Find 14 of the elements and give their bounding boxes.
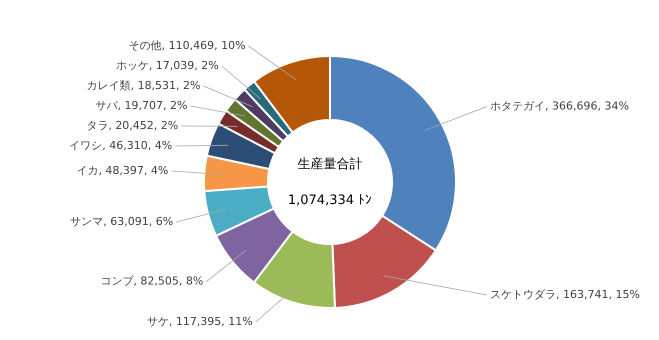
slice-label: ホッケ, 17,039, 2% <box>116 59 219 72</box>
slice-label: タラ, 20,452, 2% <box>86 119 178 132</box>
slice-label: ホタテガイ, 366,696, 34% <box>490 99 629 112</box>
text: 生産量合計 <box>298 156 362 172</box>
slice-label: スケトウダラ, 163,741, 15% <box>490 288 640 301</box>
slice-label: カレイ類, 18,531, 2% <box>86 79 201 92</box>
slice-label: イワシ, 46,310, 4% <box>69 139 172 152</box>
slice-label: その他, 110,469, 10% <box>128 39 246 52</box>
slice-label: サンマ, 63,091, 6% <box>70 215 174 228</box>
slice-label: イカ, 48,397, 4% <box>76 164 168 178</box>
slice-label: コンブ, 82,505, 8% <box>100 274 204 288</box>
text: 1,074,334 ﾄﾝ <box>288 193 372 208</box>
slice-label: サケ, 117,395, 11% <box>146 315 253 328</box>
slice-label: サバ, 19,707, 2% <box>96 99 188 112</box>
